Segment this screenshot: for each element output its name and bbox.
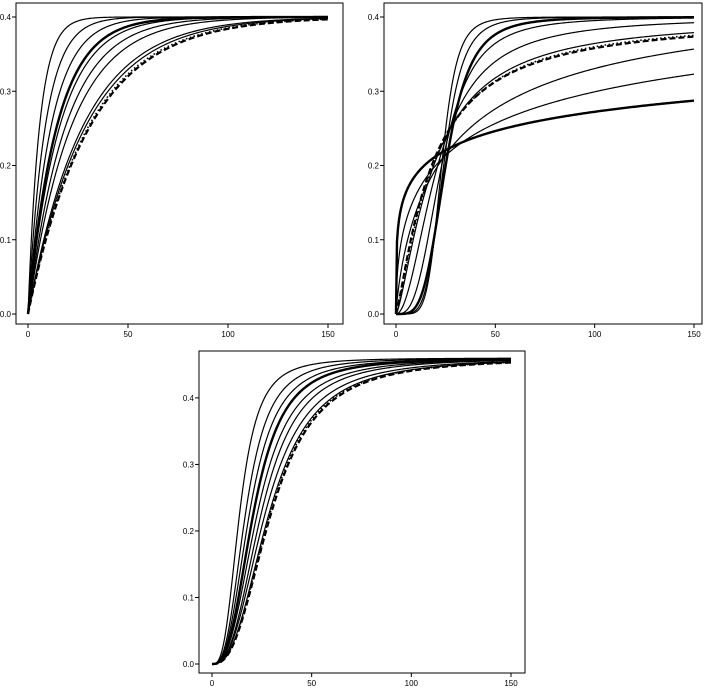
x-tick-label: 50 bbox=[491, 330, 500, 339]
series-line-5 bbox=[395, 22, 695, 315]
y-tick-label: 0.0 bbox=[368, 310, 380, 319]
plot-frame bbox=[15, 2, 344, 325]
series-line-11 bbox=[26, 18, 329, 315]
x-tick-label: 50 bbox=[124, 330, 133, 339]
series-line-10 bbox=[27, 18, 329, 315]
series-line-7 bbox=[27, 16, 329, 315]
x-tick-label: 50 bbox=[307, 679, 316, 688]
series-line-8 bbox=[27, 17, 329, 315]
x-tick-label: 0 bbox=[210, 679, 215, 688]
y-tick-label: 0.2 bbox=[368, 162, 380, 171]
series-line-6 bbox=[27, 16, 328, 315]
series-line-11 bbox=[394, 99, 695, 315]
series-line-4 bbox=[26, 15, 329, 315]
y-tick-label: 0.0 bbox=[183, 660, 195, 669]
chart-panel-bottom: 0 50 100 150 0.0 0.1 0.2 0.3 0.4 bbox=[183, 350, 526, 688]
y-tick-label: 0.3 bbox=[368, 87, 380, 96]
series-line-4 bbox=[396, 17, 695, 315]
series-line-10 bbox=[211, 361, 512, 666]
y-tick-label: 0.1 bbox=[368, 236, 380, 245]
x-tick-label: 0 bbox=[394, 330, 399, 339]
series-line-8 bbox=[394, 35, 695, 315]
y-tick-label: 0.4 bbox=[183, 394, 195, 403]
series-line-9 bbox=[395, 48, 695, 315]
series-line-6 bbox=[211, 359, 512, 665]
series-line-2 bbox=[211, 357, 512, 665]
x-tick-label: 100 bbox=[221, 330, 235, 339]
plot-frame bbox=[383, 2, 703, 325]
plot-frame bbox=[198, 350, 526, 674]
y-tick-label: 0.3 bbox=[0, 87, 12, 96]
series-line-9 bbox=[27, 18, 329, 315]
x-tick-label: 0 bbox=[26, 330, 31, 339]
series-line-5 bbox=[27, 16, 328, 315]
series-line-2 bbox=[396, 16, 694, 315]
series-line-9 bbox=[211, 361, 512, 665]
y-tick-label: 0.4 bbox=[0, 13, 12, 22]
x-tick-label: 100 bbox=[405, 679, 419, 688]
y-tick-label: 0.1 bbox=[183, 593, 195, 602]
y-tick-label: 0.4 bbox=[368, 13, 380, 22]
series-line-3 bbox=[211, 358, 512, 665]
series-line-5 bbox=[211, 359, 512, 665]
series-line-2 bbox=[27, 16, 328, 315]
series-line-7 bbox=[211, 360, 512, 665]
x-tick-label: 100 bbox=[588, 330, 602, 339]
y-tick-label: 0.1 bbox=[0, 236, 12, 245]
series-line-1 bbox=[211, 357, 511, 665]
y-tick-label: 0.2 bbox=[183, 527, 195, 536]
series-line-10 bbox=[395, 73, 695, 315]
series-line-3 bbox=[395, 16, 695, 316]
series-line-1 bbox=[27, 16, 328, 315]
series-line-1 bbox=[396, 16, 694, 315]
x-tick-label: 150 bbox=[504, 679, 518, 688]
chart-panel-top-left: 0 50 100 150 0.0 0.1 0.2 0.3 0.4 bbox=[0, 2, 344, 339]
y-tick-label: 0.3 bbox=[183, 460, 195, 469]
series-line-4 bbox=[211, 358, 512, 666]
chart-panel-top-right: 0 50 100 150 0.0 0.1 0.2 0.3 0.4 bbox=[368, 2, 703, 339]
y-tick-label: 0.0 bbox=[0, 310, 12, 319]
y-tick-label: 0.2 bbox=[0, 162, 12, 171]
x-tick-label: 150 bbox=[687, 330, 701, 339]
series-line-3 bbox=[27, 16, 328, 315]
x-tick-label: 150 bbox=[321, 330, 335, 339]
